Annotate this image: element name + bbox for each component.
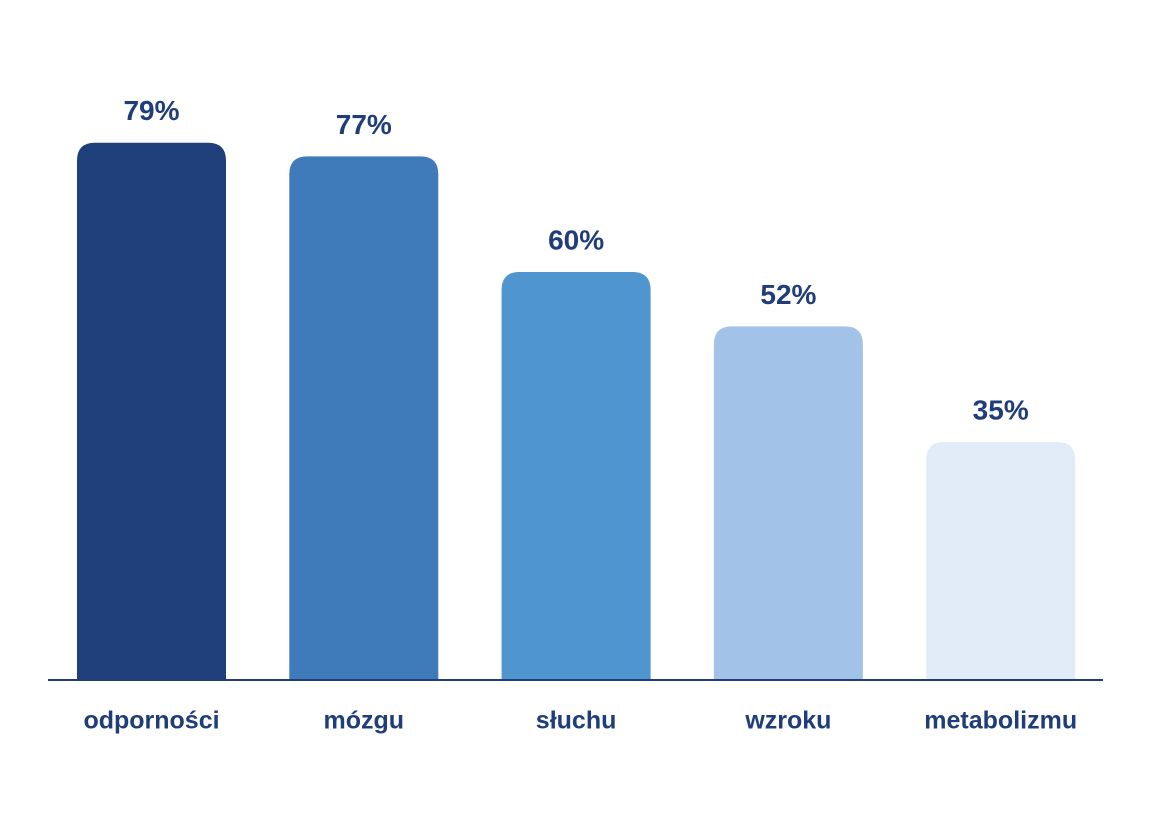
x-tick-label: metabolizmu [924, 707, 1077, 735]
value-label: 35% [973, 394, 1029, 425]
bar [77, 142, 226, 681]
value-label: 79% [123, 95, 179, 126]
x-tick-label: wzroku [744, 707, 831, 735]
x-tick-label: odporności [83, 707, 219, 735]
bar [289, 156, 439, 680]
value-label: 52% [760, 279, 816, 310]
value-label: 77% [336, 109, 392, 140]
value-label: 60% [548, 224, 604, 255]
x-tick-label: słuchu [536, 707, 617, 735]
bar [501, 272, 651, 680]
bar [926, 442, 1076, 680]
x-tick-label: mózgu [324, 707, 405, 735]
bar [713, 326, 863, 680]
